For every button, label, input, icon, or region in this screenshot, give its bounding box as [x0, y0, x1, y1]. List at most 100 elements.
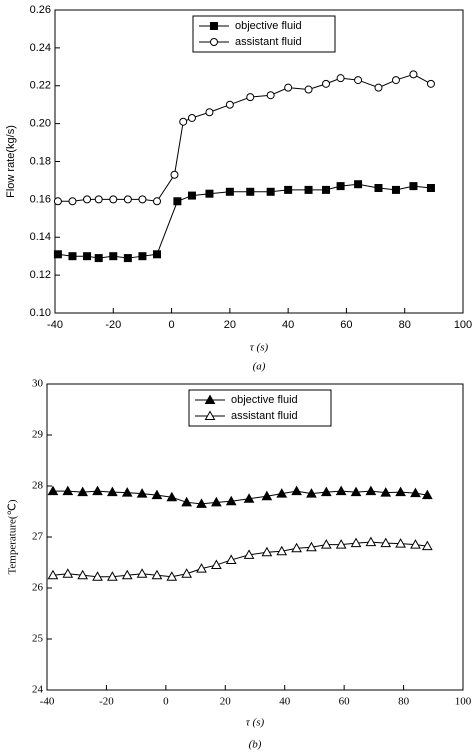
data-point — [151, 569, 163, 580]
data-point — [83, 252, 92, 261]
series-line — [57, 73, 432, 202]
data-point — [153, 197, 161, 206]
data-point — [410, 487, 421, 498]
data-point — [409, 70, 418, 79]
x-tick-label: 60 — [339, 696, 351, 708]
x-axis-label: τ (s) — [246, 717, 265, 729]
data-point — [266, 187, 275, 196]
data-point — [322, 185, 331, 194]
x-tick-label: 80 — [399, 319, 411, 331]
data-point — [380, 537, 392, 548]
y-tick-label: 0.20 — [30, 118, 51, 130]
data-point — [409, 182, 418, 191]
data-point — [276, 545, 288, 556]
y-tick-label: 27 — [32, 531, 44, 543]
data-point — [336, 182, 345, 191]
data-point — [92, 571, 103, 581]
data-point — [196, 563, 207, 573]
plot-frame — [54, 9, 464, 314]
y-tick-label: 0.24 — [30, 42, 51, 54]
data-point — [138, 252, 147, 261]
data-point — [205, 189, 214, 198]
data-point — [320, 539, 332, 549]
series-line — [52, 541, 428, 578]
data-point — [166, 571, 178, 581]
y-tick-label: 24 — [32, 684, 44, 696]
data-point — [246, 187, 255, 196]
data-point — [354, 76, 363, 85]
data-point — [173, 197, 182, 206]
data-point — [123, 254, 132, 263]
data-point — [205, 108, 214, 117]
data-point — [62, 485, 74, 496]
plot-frame — [46, 383, 464, 691]
data-point — [320, 486, 332, 497]
y-tick-label: 0.14 — [30, 231, 51, 243]
x-tick-label: -40 — [47, 319, 63, 331]
data-point — [421, 489, 433, 500]
data-point — [391, 185, 400, 194]
caption: (b) — [249, 739, 262, 751]
data-point — [107, 571, 118, 581]
data-point — [284, 83, 293, 92]
data-point — [284, 185, 293, 194]
data-point — [77, 486, 89, 497]
x-tick-label: 0 — [169, 319, 175, 331]
x-tick-label: 100 — [454, 319, 472, 331]
data-point — [83, 195, 92, 204]
y-tick-label: 0.26 — [30, 4, 51, 16]
x-tick-label: 40 — [282, 319, 294, 331]
legend-label: assistant fluid — [235, 36, 302, 48]
x-axis-label: τ (s) — [250, 342, 269, 354]
data-point — [121, 569, 133, 580]
data-point — [306, 541, 317, 552]
y-axis-label: Temperature(℃) — [7, 499, 19, 574]
data-point — [225, 495, 237, 506]
data-point — [426, 79, 435, 88]
data-point — [395, 486, 406, 497]
data-point — [365, 485, 377, 496]
data-point — [68, 252, 77, 261]
data-point — [196, 498, 207, 508]
data-point — [335, 485, 347, 496]
data-point — [53, 197, 62, 206]
x-tick-label: 60 — [340, 319, 352, 331]
data-point — [306, 488, 317, 498]
data-point — [304, 185, 313, 194]
data-point — [151, 489, 163, 500]
data-point — [395, 538, 406, 548]
data-point — [243, 493, 255, 503]
data-point — [94, 254, 103, 263]
data-point — [121, 487, 133, 497]
data-point — [138, 195, 147, 204]
data-point — [166, 491, 178, 502]
data-point — [225, 187, 234, 196]
data-point — [187, 191, 196, 200]
y-tick-label: 25 — [32, 633, 44, 645]
legend-marker — [204, 394, 216, 404]
y-axis-label: Flow rate(kg/s) — [5, 125, 17, 198]
data-point — [266, 91, 275, 100]
data-point — [374, 184, 383, 193]
x-tick-label: -20 — [99, 696, 114, 708]
x-tick-label: -20 — [105, 319, 121, 331]
legend-label: objective fluid — [231, 394, 298, 406]
x-tick-label: 0 — [163, 696, 169, 708]
legend-marker — [210, 22, 218, 30]
data-point — [322, 79, 331, 88]
x-tick-label: 40 — [279, 696, 291, 708]
data-point — [350, 486, 362, 497]
y-tick-label: 26 — [32, 582, 44, 594]
data-point — [153, 250, 161, 259]
data-point — [211, 496, 222, 507]
data-point — [365, 536, 377, 547]
x-tick-label: 20 — [224, 319, 236, 331]
data-point — [335, 539, 347, 549]
data-point — [276, 488, 288, 498]
legend-box — [192, 15, 336, 53]
x-tick-label: -40 — [40, 696, 55, 708]
data-point — [47, 569, 59, 580]
data-point — [336, 74, 345, 83]
